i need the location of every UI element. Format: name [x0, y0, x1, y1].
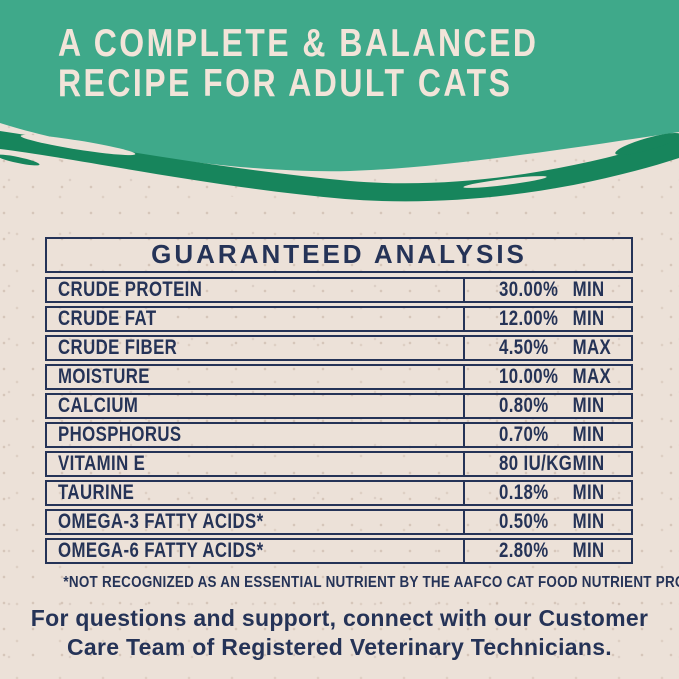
- brush-gap-sliver: [463, 176, 547, 188]
- hero-title-line1: A COMPLETE & BALANCED: [58, 22, 539, 65]
- support-line2: Care Team of Registered Veterinary Techn…: [66, 634, 612, 660]
- nutrient-label: CALCIUM: [58, 394, 139, 417]
- nutrient-value-cell: 80 IU/KGMIN: [465, 453, 631, 475]
- nutrient-label-cell: CRUDE FAT: [47, 308, 465, 330]
- nutrient-value-cell: 0.80% MIN: [465, 395, 631, 417]
- nutrient-label-cell: OMEGA-3 FATTY ACIDS*: [47, 511, 465, 533]
- support-line1: For questions and support, connect with …: [30, 605, 649, 631]
- nutrient-value: 4.50%: [499, 336, 549, 359]
- table-row: OMEGA-6 FATTY ACIDS* 2.80% MIN: [45, 538, 633, 564]
- nutrient-qualifier: MAX: [572, 336, 612, 359]
- nutrient-value-cell: 10.00% MAX: [465, 366, 639, 388]
- nutrient-value-cell: 4.50% MAX: [465, 337, 639, 359]
- nutrient-value-cell: 0.18% MIN: [465, 482, 631, 504]
- nutrient-value-cell: 0.70% MIN: [465, 424, 631, 446]
- table-row: VITAMIN E 80 IU/KGMIN: [45, 451, 633, 477]
- nutrient-value: 12.00%: [499, 307, 559, 330]
- table-rows: CRUDE PROTEIN 30.00% MIN CRUDE FAT 12.00%…: [45, 277, 633, 564]
- support-text: For questions and support, connect with …: [0, 604, 679, 662]
- green-brush-background: [0, 0, 679, 202]
- nutrient-qualifier: MIN: [572, 539, 605, 562]
- table-row: TAURINE 0.18% MIN: [45, 480, 633, 506]
- green-field-shape: [0, 0, 679, 172]
- nutrient-qualifier: MAX: [572, 365, 612, 388]
- nutrient-label-cell: CRUDE FIBER: [47, 337, 465, 359]
- nutrient-label: CRUDE FIBER: [58, 336, 178, 359]
- nutrient-value: 0.18%: [499, 481, 549, 504]
- nutrient-label: OMEGA-6 FATTY ACIDS*: [58, 539, 264, 562]
- nutrient-qualifier: MIN: [572, 481, 605, 504]
- table-row: CALCIUM 0.80% MIN: [45, 393, 633, 419]
- nutrient-label-cell: CRUDE PROTEIN: [47, 279, 465, 301]
- hero-banner: A COMPLETE & BALANCED RECIPE FOR ADULT C…: [0, 0, 679, 230]
- nutrient-value: 30.00%: [499, 278, 559, 301]
- nutrient-value: 0.70%: [499, 423, 549, 446]
- nutrient-value: 80 IU/KG: [499, 452, 573, 475]
- nutrient-label: PHOSPHORUS: [58, 423, 182, 446]
- nutrient-value: 10.00%: [499, 365, 559, 388]
- footnote-text: *NOT RECOGNIZED AS AN ESSENTIAL NUTRIENT…: [63, 574, 679, 591]
- nutrient-label-cell: VITAMIN E: [47, 453, 465, 475]
- nutrient-value-cell: 30.00% MIN: [465, 279, 631, 301]
- nutrient-qualifier: MIN: [572, 510, 605, 533]
- nutrient-label: CRUDE FAT: [58, 307, 157, 330]
- nutrient-label-cell: CALCIUM: [47, 395, 465, 417]
- guaranteed-analysis-table: GUARANTEED ANALYSIS CRUDE PROTEIN 30.00%…: [45, 237, 633, 567]
- table-title: GUARANTEED ANALYSIS: [45, 237, 633, 273]
- hero-title-line2: RECIPE FOR ADULT CATS: [58, 62, 513, 105]
- nutrient-value: 0.50%: [499, 510, 549, 533]
- table-row: CRUDE FAT 12.00% MIN: [45, 306, 633, 332]
- nutrient-qualifier: MIN: [572, 423, 605, 446]
- nutrient-label-cell: PHOSPHORUS: [47, 424, 465, 446]
- footnote: *NOT RECOGNIZED AS AN ESSENTIAL NUTRIENT…: [0, 574, 679, 592]
- brush-speck: [615, 132, 679, 156]
- nutrient-value-cell: 2.80% MIN: [465, 540, 631, 562]
- table-row: CRUDE PROTEIN 30.00% MIN: [45, 277, 633, 303]
- table-row: MOISTURE 10.00% MAX: [45, 364, 633, 390]
- brush-gap-sliver: [20, 134, 136, 156]
- nutrient-label-cell: MOISTURE: [47, 366, 465, 388]
- nutrient-qualifier: MIN: [572, 452, 605, 475]
- brush-speck: [0, 154, 40, 166]
- hero-title: A COMPLETE & BALANCED RECIPE FOR ADULT C…: [58, 24, 644, 104]
- table-row: PHOSPHORUS 0.70% MIN: [45, 422, 633, 448]
- nutrient-label: MOISTURE: [58, 365, 150, 388]
- nutrient-qualifier: MIN: [572, 278, 605, 301]
- nutrient-label: TAURINE: [58, 481, 135, 504]
- nutrient-label: VITAMIN E: [58, 452, 146, 475]
- nutrient-qualifier: MIN: [572, 307, 605, 330]
- brush-gap-sliver: [180, 191, 240, 201]
- nutrient-qualifier: MIN: [572, 394, 605, 417]
- nutrient-label-cell: OMEGA-6 FATTY ACIDS*: [47, 540, 465, 562]
- nutrient-label: CRUDE PROTEIN: [58, 278, 203, 301]
- nutrient-label: OMEGA-3 FATTY ACIDS*: [58, 510, 264, 533]
- nutrient-label-cell: TAURINE: [47, 482, 465, 504]
- nutrient-value: 2.80%: [499, 539, 549, 562]
- table-row: CRUDE FIBER 4.50% MAX: [45, 335, 633, 361]
- nutrient-value-cell: 0.50% MIN: [465, 511, 631, 533]
- nutrient-value: 0.80%: [499, 394, 549, 417]
- nutrient-value-cell: 12.00% MIN: [465, 308, 631, 330]
- table-row: OMEGA-3 FATTY ACIDS* 0.50% MIN: [45, 509, 633, 535]
